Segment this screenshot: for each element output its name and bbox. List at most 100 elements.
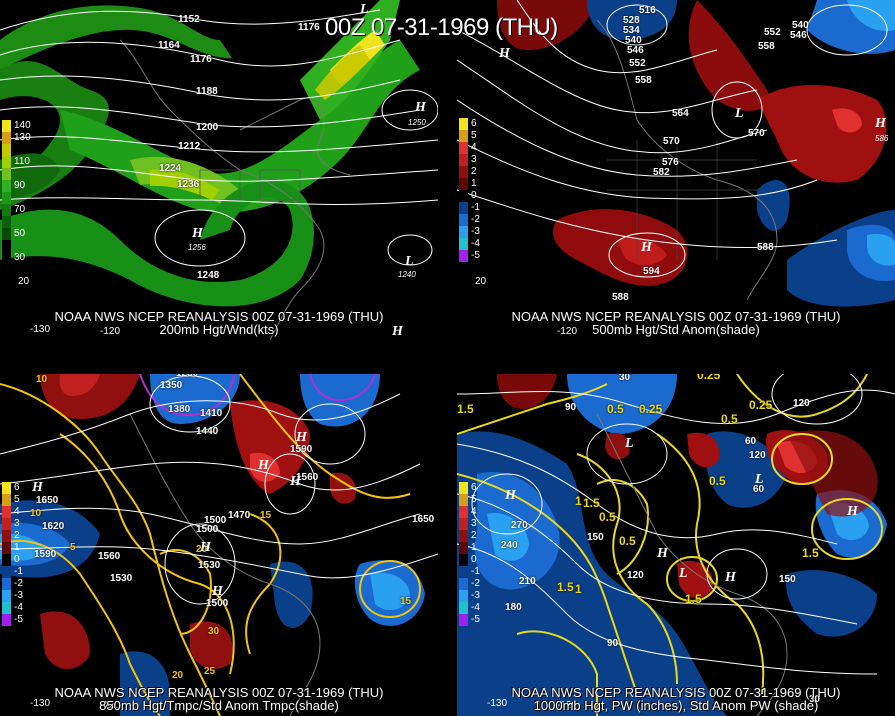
legend-entry: -4 — [459, 238, 487, 250]
color-legend: 6 5 4 3 2 1 0 -1 -2 -3 -4 -5 — [459, 118, 487, 262]
legend-swatch — [2, 554, 11, 566]
legend-swatch — [459, 142, 468, 154]
legend-swatch — [459, 130, 468, 142]
contour-label: 30 — [809, 694, 821, 705]
legend-entry: 4 — [459, 142, 487, 154]
contour-label: 528 — [623, 15, 640, 26]
high-marker: H — [415, 100, 426, 115]
contour-label: 564 — [672, 108, 689, 119]
panel-caption-source: NOAA NWS NCEP REANALYSIS 00Z 07-31-1969 … — [54, 685, 384, 700]
contour-label: 546 — [790, 30, 807, 41]
legend-entry: -2 — [2, 578, 30, 590]
contour-label: 120 — [749, 450, 766, 461]
legend-swatch — [2, 614, 11, 626]
legend-label: 1 — [14, 542, 20, 553]
high-marker: H — [392, 324, 403, 339]
legend-label: -4 — [471, 602, 480, 613]
color-legend: 6 5 4 3 2 1 0 -1 -2 -3 -4 -5 — [2, 482, 30, 626]
contour-label: 1410 — [200, 408, 223, 419]
legend-swatch — [2, 216, 11, 228]
legend-label: 0 — [14, 554, 20, 565]
contour-label: 1590 — [34, 549, 57, 560]
contour-label: 1350 — [160, 380, 183, 391]
contour-label: 90 — [565, 402, 577, 413]
low-marker: L — [360, 2, 369, 17]
lon-tick: -130 — [30, 324, 51, 335]
legend-entry: -4 — [2, 602, 30, 614]
legend-swatch — [459, 226, 468, 238]
high-marker: H — [32, 480, 43, 495]
contour-label: 120 — [793, 398, 810, 409]
lon-tick: -120 — [557, 326, 578, 337]
legend-label: -4 — [471, 238, 480, 249]
legend-entry: -3 — [459, 226, 487, 238]
contour-label: 1212 — [178, 141, 201, 152]
contour-label: 1440 — [196, 426, 219, 437]
legend-swatch — [459, 154, 468, 166]
contour-label: 270 — [511, 520, 528, 531]
contour-label: 1236 — [177, 179, 200, 190]
legend-swatch — [2, 602, 11, 614]
contour-label: 1176 — [190, 54, 212, 65]
legend-entry: 6 — [459, 118, 487, 130]
legend-entry: 4 — [2, 506, 30, 518]
legend-entry: 0 — [459, 554, 487, 566]
legend-swatch — [2, 228, 11, 240]
contour-label: 1 — [575, 582, 582, 596]
legend-label: 5 — [14, 494, 20, 505]
high-marker: H — [192, 226, 203, 241]
contour-label: 1560 — [98, 551, 121, 562]
legend-entry: 2 — [2, 530, 30, 542]
high-marker: H — [258, 458, 269, 473]
contour-label: 10 — [36, 374, 48, 385]
contour-label: 90 — [607, 638, 619, 649]
contour-label: 180 — [505, 602, 522, 613]
high-marker: H — [641, 240, 652, 255]
legend-entry: -5 — [459, 250, 487, 262]
legend-swatch — [459, 554, 468, 566]
contour-label: 150 — [779, 574, 796, 585]
contour-label: 1560 — [296, 472, 319, 483]
legend-label: -2 — [471, 214, 480, 225]
low-marker: L — [405, 254, 414, 269]
legend-swatch — [459, 214, 468, 226]
legend-swatch — [459, 530, 468, 542]
high-value: 1256 — [188, 243, 206, 252]
legend-swatch — [2, 494, 11, 506]
legend-entry: 3 — [459, 518, 487, 530]
legend-swatch — [2, 542, 11, 554]
lat-tick: 20 — [475, 276, 487, 287]
legend-swatch — [2, 180, 11, 192]
panel-caption-field: 200mb Hgt/Wnd(kts) — [159, 322, 279, 337]
contour-label: 540 — [625, 35, 642, 46]
legend-swatch — [2, 156, 11, 168]
high-marker: H — [290, 474, 301, 489]
contour-label: 516 — [639, 5, 656, 16]
legend-label: -5 — [14, 614, 23, 625]
contour-label: 1176 — [298, 22, 320, 33]
legend-swatch — [459, 190, 468, 202]
legend-swatch — [459, 518, 468, 530]
map-valid-time-title: 00Z 07-31-1969 (THU) — [325, 14, 558, 41]
legend-label: -2 — [471, 578, 480, 589]
panel-caption-field: 1000mb Hgt, PW (inches), Std Anom PW (sh… — [533, 698, 819, 713]
legend-entry: 3 — [459, 154, 487, 166]
legend-entry: 4 — [459, 506, 487, 518]
high-value: 1240 — [398, 270, 416, 279]
legend-entry: 90 — [2, 180, 30, 192]
legend-swatch — [459, 542, 468, 554]
contour-label: 5 — [70, 542, 76, 553]
panel-caption-field: 850mb Hgt/Tmpc/Std Anom Tmpc(shade) — [99, 698, 339, 713]
legend-entry: -1 — [459, 202, 487, 214]
high-marker: H — [875, 116, 886, 131]
legend-label: 70 — [14, 204, 26, 215]
legend-swatch — [2, 252, 11, 264]
legend-swatch — [2, 482, 11, 494]
legend-label: 5 — [471, 130, 477, 141]
legend-swatch — [459, 614, 468, 626]
legend-label: 1 — [471, 178, 477, 189]
legend-entry — [2, 192, 30, 204]
legend-label: 3 — [471, 154, 477, 165]
high-marker: H — [847, 504, 858, 519]
legend-entry — [2, 168, 30, 180]
